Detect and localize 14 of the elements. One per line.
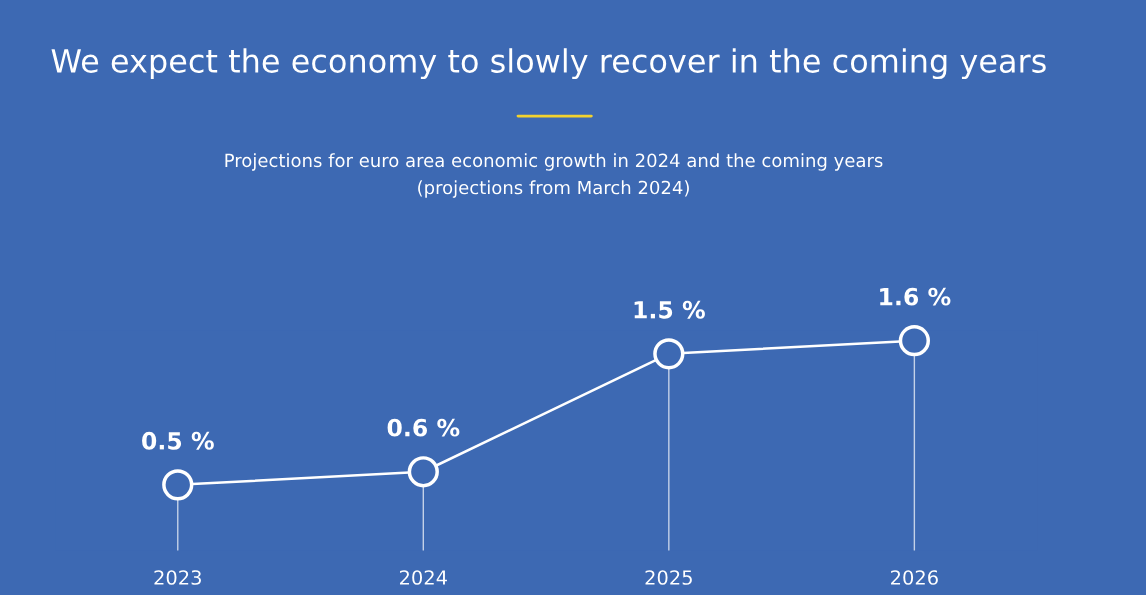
data-label: 1.6 % [880,287,951,306]
data-label: 1.5 % [634,300,705,319]
point [162,469,194,501]
chart-subtitle: Projections for euro area economic growth in 2024 and the coming years (projections from March 2024) [225,153,883,198]
point [898,325,930,357]
chart-title: We expect the economy to slowly recover in the coming years [51,48,1046,80]
x-tick-label: 2025 [645,570,692,585]
point [407,456,439,488]
data-label: 0.5 % [142,431,214,450]
data-label: 0.6 % [387,418,460,437]
x-tick-label: 2024 [399,570,447,585]
point [653,338,685,370]
x-tick-label: 2023 [154,570,201,585]
x-tick-label: 2026 [891,570,938,585]
